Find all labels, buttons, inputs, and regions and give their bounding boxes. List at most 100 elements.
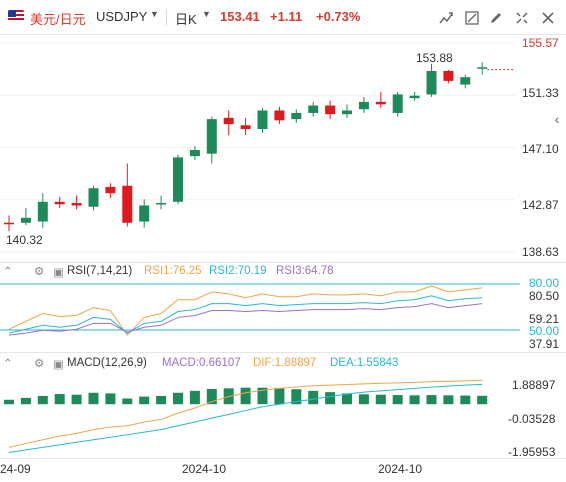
- macd-histogram-bar: [122, 398, 133, 405]
- macd-histogram-bar: [375, 394, 386, 405]
- drawing-tools-icon[interactable]: [464, 10, 480, 26]
- high-price-annotation: 153.88: [416, 51, 453, 65]
- collapse-icon[interactable]: ⌃: [3, 266, 13, 278]
- rsi2-value: RSI2:70.19: [209, 265, 267, 277]
- price-axis-label: 151.33: [522, 86, 559, 100]
- settings-gear-icon[interactable]: ⚙: [34, 266, 45, 278]
- macd-histogram-bar: [358, 394, 369, 405]
- price-axis-label: 138.63: [522, 245, 559, 259]
- macd-histogram-bar: [460, 395, 471, 405]
- rsi3-value: RSI3:64.78: [276, 265, 334, 277]
- candle-body: [88, 188, 99, 207]
- divider: [166, 9, 167, 25]
- pencil-icon[interactable]: [488, 10, 504, 26]
- macd-histogram-bar: [189, 390, 200, 405]
- indicator-box-icon[interactable]: ▣: [53, 359, 64, 371]
- period-selector[interactable]: 日K: [175, 12, 197, 27]
- macd-histogram-bar: [409, 395, 420, 405]
- macd-value: MACD:0.66107: [162, 357, 241, 369]
- macd-histogram-bar: [54, 394, 65, 405]
- macd-histogram-bar: [257, 387, 268, 405]
- rsi-axis-label: 80.00: [529, 276, 560, 290]
- macd-histogram-bar: [274, 387, 285, 405]
- candle-body: [392, 94, 403, 113]
- candle-body: [37, 201, 48, 222]
- macd-histogram-bar: [392, 395, 403, 405]
- time-axis-label: 2024-10: [378, 462, 423, 476]
- candle-body: [426, 71, 437, 95]
- macd-axis-label: 1.88897: [512, 378, 556, 392]
- header-bar: 美元/日元 USDJPY ▼ 日K ▼ 153.41 +1.11 +0.73%: [0, 0, 566, 34]
- candle-body: [240, 125, 251, 129]
- candle-body: [71, 203, 82, 206]
- chevron-down-icon[interactable]: ▼: [150, 9, 159, 19]
- dif-value: DIF:1.88897: [253, 357, 317, 369]
- rsi-axis-label: 59.21: [529, 312, 560, 326]
- macd-histogram-bar: [105, 393, 116, 405]
- rsi-divider: [0, 262, 566, 263]
- candle-body: [443, 71, 454, 81]
- candle-body: [325, 105, 336, 115]
- macd-divider: [0, 352, 566, 353]
- indicator-settings-icon[interactable]: [514, 10, 530, 26]
- macd-histogram-bar: [443, 395, 454, 405]
- settings-gear-icon[interactable]: ⚙: [34, 358, 45, 370]
- candle-body: [375, 101, 386, 105]
- dif-line: [8, 379, 483, 448]
- add-indicator-icon[interactable]: [438, 10, 454, 26]
- macd-histogram-bar: [156, 395, 167, 405]
- rsi1-line: [8, 285, 483, 336]
- candle-body: [223, 117, 234, 125]
- rsi-axis-label: 37.91: [529, 337, 560, 351]
- candle-body: [4, 222, 14, 225]
- macd-histogram-bar: [71, 394, 82, 405]
- candle-body: [460, 77, 471, 85]
- expand-icon[interactable]: [540, 10, 556, 26]
- collapse-icon[interactable]: ⌃: [3, 358, 13, 370]
- candle-body: [156, 203, 167, 205]
- time-axis-divider: [0, 458, 566, 459]
- price-change-pct: +0.73%: [316, 9, 361, 24]
- symbol-name[interactable]: 美元/日元: [30, 12, 86, 27]
- macd-histogram-bar: [240, 387, 251, 405]
- dea-value: DEA:1.55843: [330, 357, 399, 369]
- time-axis-label: 24-09: [0, 462, 31, 476]
- macd-histogram-bar: [342, 393, 352, 405]
- symbol-code[interactable]: USDJPY: [96, 9, 148, 24]
- candle-body: [206, 119, 217, 154]
- macd-histogram-bar: [37, 395, 48, 405]
- candle-body: [257, 110, 268, 129]
- low-price-annotation: 140.32: [6, 233, 43, 247]
- candle-body: [173, 157, 183, 202]
- us-flag-icon: [8, 10, 24, 22]
- candle-body: [20, 217, 31, 223]
- macd-histogram-bar: [139, 396, 150, 405]
- candle-body: [105, 186, 116, 194]
- candle-body: [54, 201, 65, 205]
- rsi3-line: [8, 303, 483, 336]
- macd-histogram-bar: [4, 399, 14, 405]
- candle-body: [189, 149, 200, 157]
- last-price: 153.41: [220, 9, 260, 24]
- candle-body: [274, 110, 285, 121]
- macd-histogram-bar: [20, 397, 31, 405]
- macd-axis-label: -1.95953: [508, 445, 556, 459]
- candle-body: [342, 110, 352, 115]
- candle-body: [122, 185, 133, 223]
- rsi1-value: RSI1:76.25: [144, 265, 202, 277]
- macd-histogram-bar: [88, 392, 99, 405]
- indicator-box-icon[interactable]: ▣: [53, 267, 64, 279]
- macd-histogram-bar: [308, 390, 319, 405]
- price-axis-label: 155.57: [522, 36, 559, 50]
- dea-line: [8, 383, 483, 453]
- rsi2-line: [8, 295, 483, 334]
- macd-histogram-bar: [477, 395, 488, 405]
- candle-body: [477, 67, 488, 69]
- period-chevron-icon[interactable]: ▼: [202, 9, 211, 19]
- chevron-left-icon[interactable]: ‹: [554, 111, 560, 127]
- candle-body: [139, 205, 150, 222]
- macd-histogram-bar: [206, 388, 217, 405]
- rsi-name: RSI(7,14,21): [67, 265, 133, 277]
- macd-name: MACD(12,26,9): [67, 357, 147, 369]
